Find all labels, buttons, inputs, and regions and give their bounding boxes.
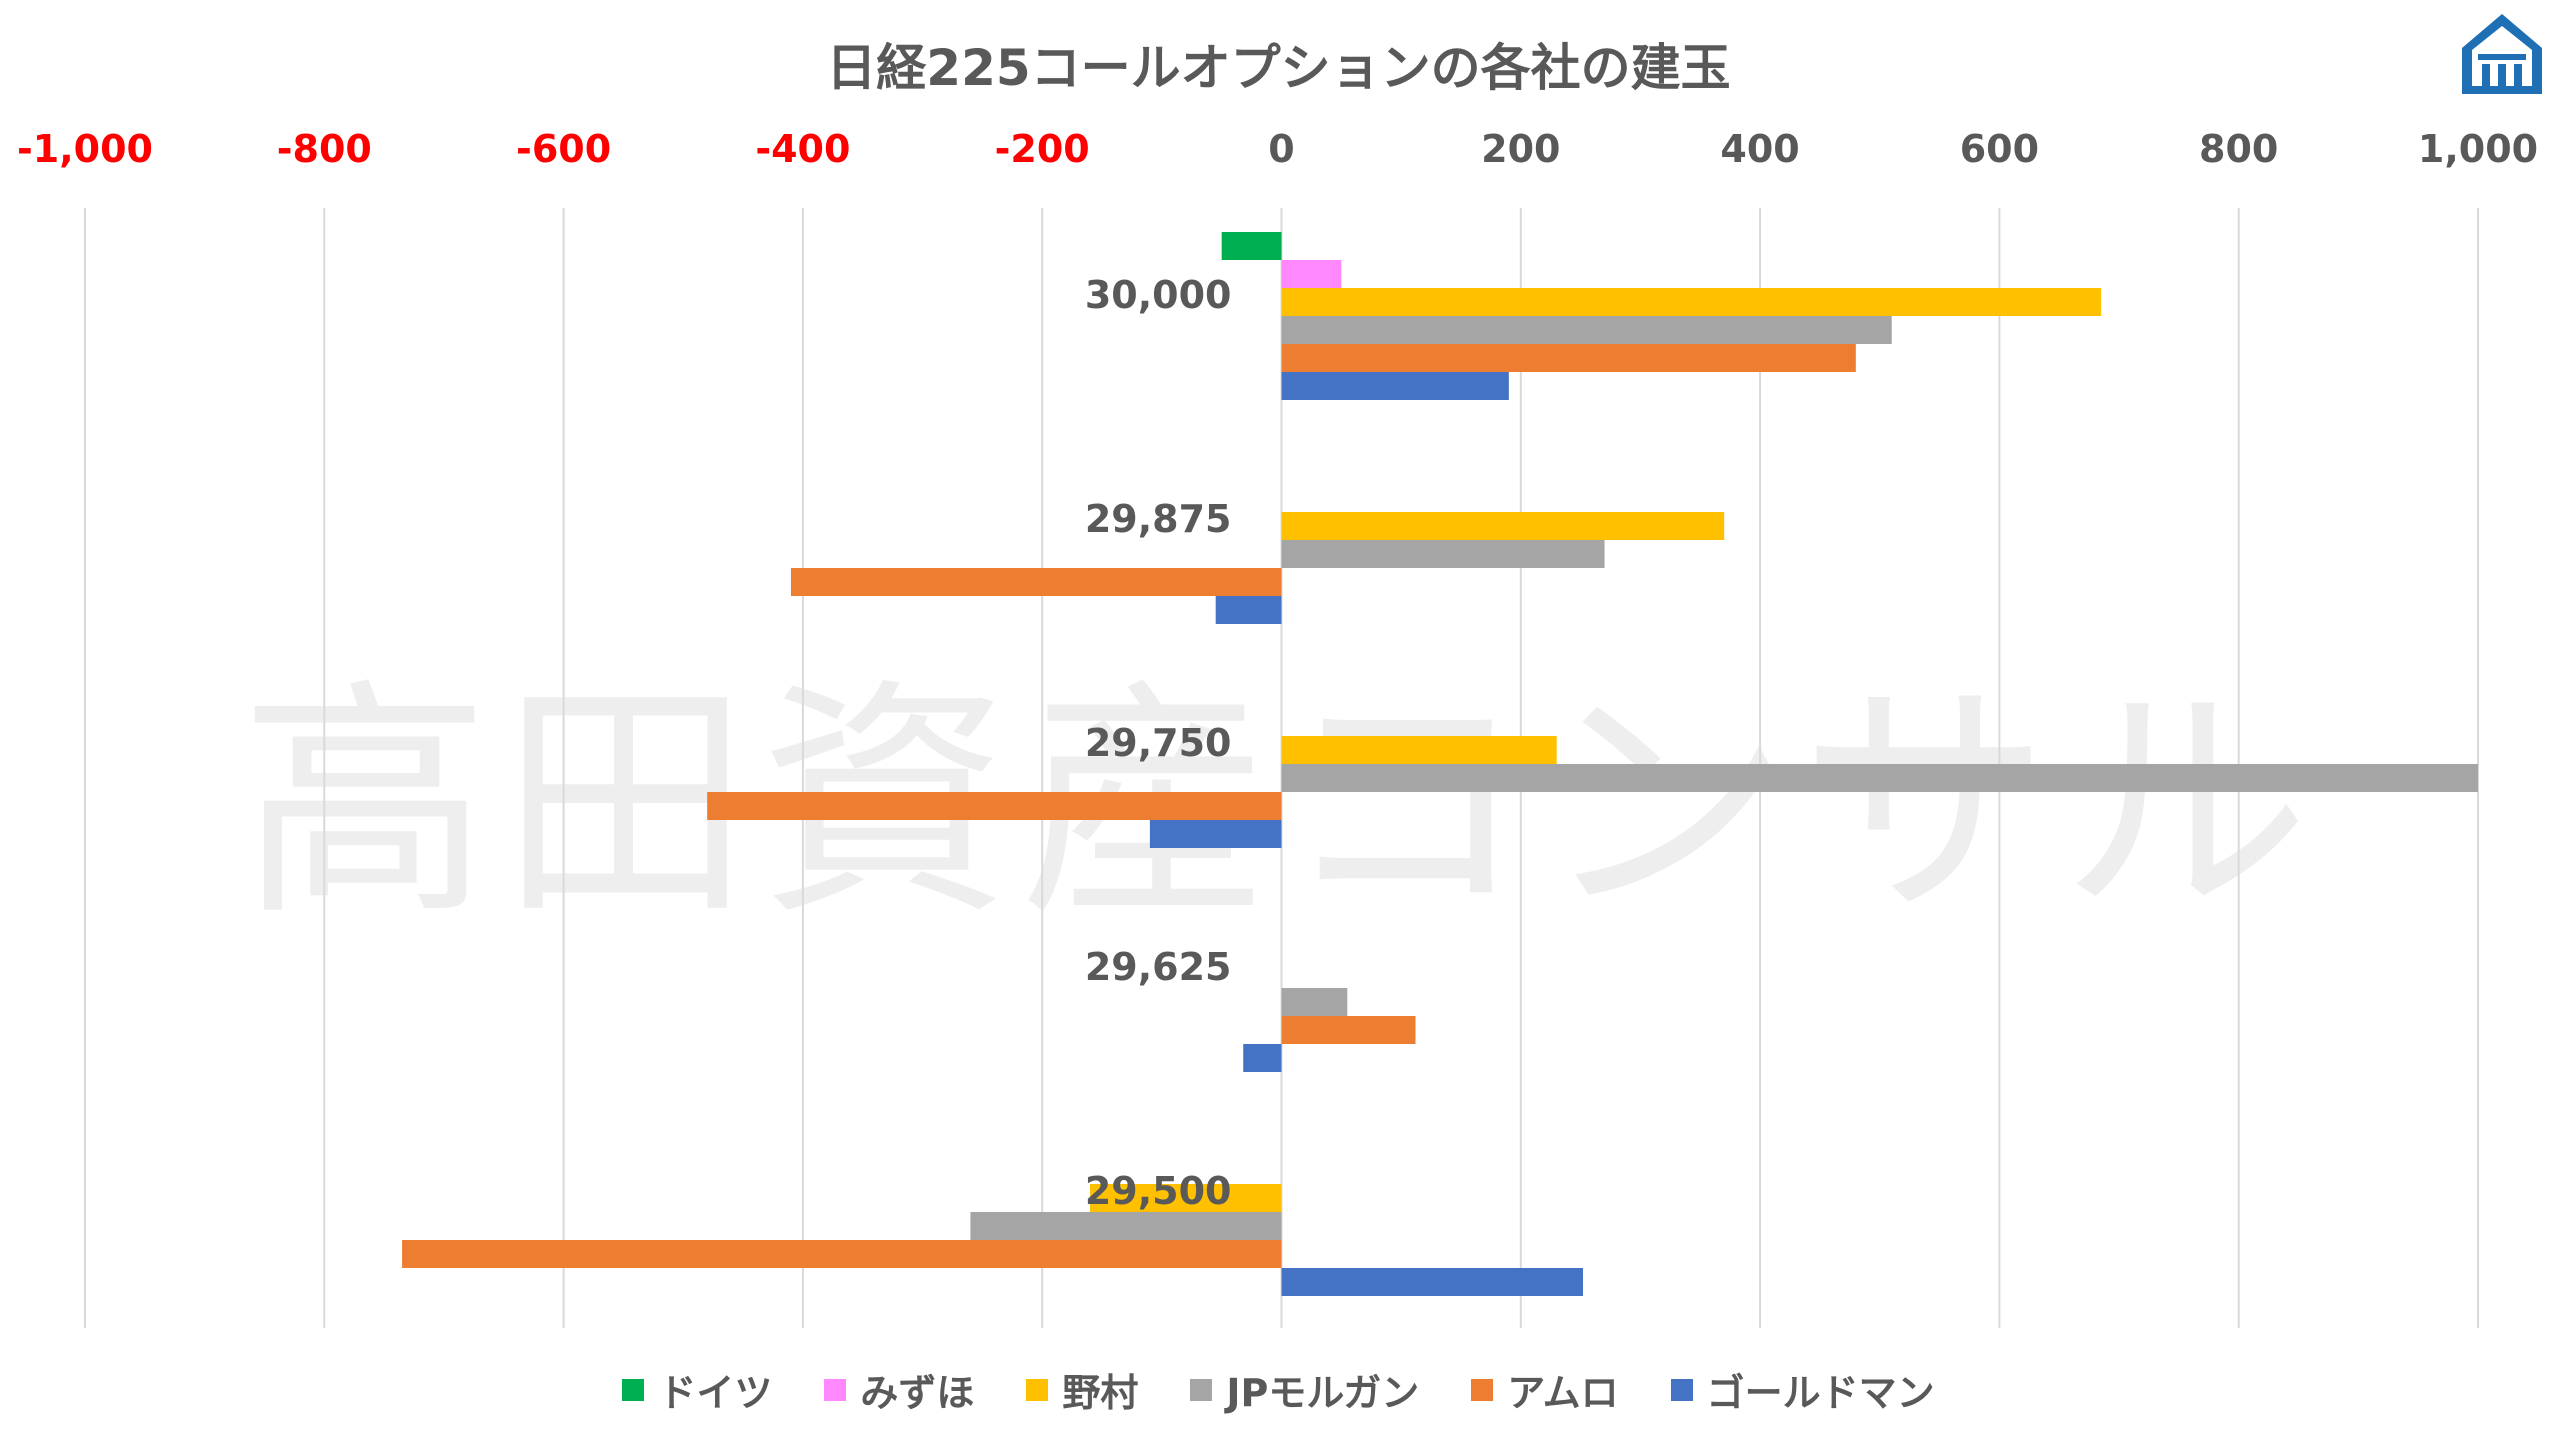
category-label: 29,875 <box>1085 497 1232 541</box>
legend-item: JPモルガン <box>1190 1362 1419 1417</box>
x-tick-label: 800 <box>2199 127 2278 171</box>
legend-item: アムロ <box>1471 1362 1619 1417</box>
bar <box>402 1240 1282 1268</box>
bar <box>970 1212 1282 1240</box>
legend-swatch <box>1190 1378 1213 1401</box>
x-tick-label: 200 <box>1481 127 1560 171</box>
legend-swatch <box>1471 1378 1494 1401</box>
category-label: 30,000 <box>1085 273 1232 317</box>
legend-item: ドイツ <box>622 1362 772 1417</box>
category-label: 29,500 <box>1085 1169 1232 1213</box>
bar <box>790 568 1282 596</box>
legend-label: 野村 <box>1062 1371 1139 1415</box>
bar <box>1281 512 1725 540</box>
legend-label: みずほ <box>860 1371 975 1415</box>
legend-swatch <box>824 1378 847 1401</box>
bar <box>1281 344 1856 372</box>
company-logo-icon <box>2462 14 2542 94</box>
legend-label: ドイツ <box>658 1371 773 1415</box>
bar <box>1281 764 2478 792</box>
legend-label: JPモルガン <box>1226 1371 1420 1415</box>
x-tick-labels: -1,000 -800 -600 -400 -200 0 200 400 600 800 1,000 <box>17 127 2538 171</box>
x-tick-label: 400 <box>1720 127 1799 171</box>
legend-item: ゴールドマン <box>1670 1362 1935 1417</box>
category-labels: 30,000 29,875 29,750 29,625 29,500 <box>1085 273 1232 1213</box>
legend-label: アムロ <box>1507 1371 1619 1415</box>
legend-swatch <box>1026 1378 1049 1401</box>
bar <box>1221 232 1282 260</box>
bar <box>1215 596 1282 624</box>
legend-item: みずほ <box>824 1362 974 1417</box>
bar <box>1149 820 1282 848</box>
x-tick-label: 600 <box>1960 127 2039 171</box>
x-tick-label: -800 <box>277 127 372 171</box>
bar <box>1281 540 1605 568</box>
category-label: 29,750 <box>1085 721 1232 765</box>
bar <box>1281 260 1342 288</box>
x-tick-label: 0 <box>1268 127 1294 171</box>
bar <box>1281 988 1348 1016</box>
bar <box>1090 1184 1282 1212</box>
legend-swatch <box>1670 1378 1693 1401</box>
category-label: 29,625 <box>1085 945 1232 989</box>
x-tick-label: -200 <box>995 127 1090 171</box>
legend-label: ゴールドマン <box>1706 1371 1935 1415</box>
bars <box>402 232 2478 1296</box>
bar <box>707 792 1282 820</box>
legend: ドイツ みずほ 野村 JPモルガン アムロ ゴールドマン <box>0 1362 2557 1417</box>
bar <box>1281 288 2102 316</box>
chart-title: 日経225コールオプションの各社の建玉 <box>826 39 1731 97</box>
legend-swatch <box>622 1378 645 1401</box>
legend-item: 野村 <box>1026 1362 1138 1417</box>
bar <box>1243 1044 1282 1072</box>
bar <box>1281 316 1892 344</box>
x-tick-label: -600 <box>516 127 611 171</box>
bar <box>1281 1268 1584 1296</box>
x-tick-label: -1,000 <box>17 127 153 171</box>
bar <box>1281 736 1557 764</box>
x-tick-label: 1,000 <box>2418 127 2538 171</box>
x-tick-label: -400 <box>755 127 850 171</box>
bar <box>1281 372 1509 400</box>
bar <box>1281 1016 1416 1044</box>
